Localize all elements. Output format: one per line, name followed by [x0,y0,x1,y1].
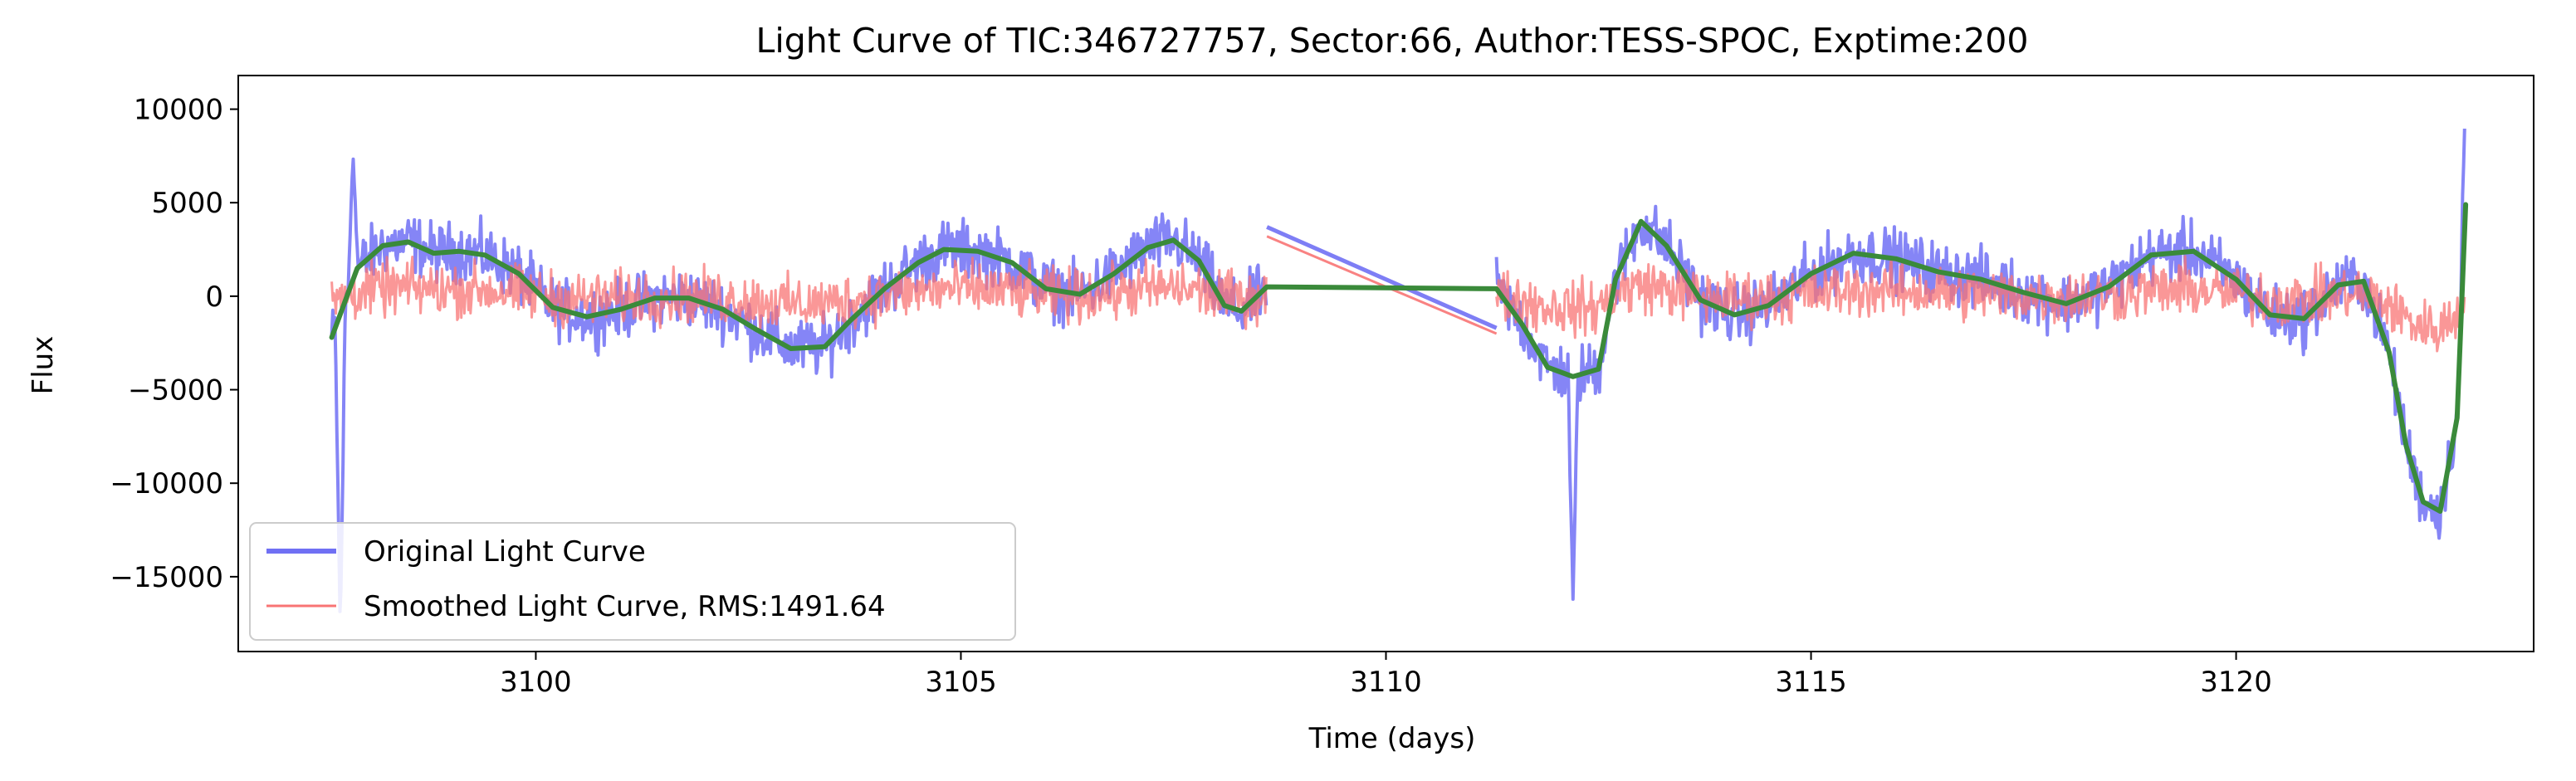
y-tick-label: −5000 [128,374,223,408]
legend-box [249,522,1016,641]
y-axis: −15000 −10000 −5000 0 5000 10000 [110,94,238,594]
x-axis-label: Time (days) [1308,722,1476,755]
smoothed-gap-connector [1266,235,1498,335]
legend: Original Light Curve Smoothed Light Curv… [249,522,1016,641]
x-tick-label: 3105 [925,666,997,699]
legend-label-original: Original Light Curve [364,535,646,569]
x-axis: 3100 3105 3110 3115 3120 [500,652,2272,699]
y-tick-label: 5000 [151,187,223,220]
y-tick-label: 10000 [134,94,223,127]
x-tick-label: 3100 [500,666,572,699]
y-axis-label: Flux [27,336,60,395]
plot-area: 3100 3105 3110 3115 3120 −15000 −10000 −5000 0 5… [110,75,2534,699]
series-original-line [330,128,2466,613]
series-trend-line [329,202,2469,514]
chart-title: Light Curve of TIC:346727757, Sector:66,… [756,21,2029,61]
y-tick-label: −15000 [110,561,223,594]
y-tick-label: 0 [205,281,223,314]
x-tick-label: 3120 [2200,666,2272,699]
y-tick-label: −10000 [110,467,223,500]
x-tick-label: 3110 [1350,666,1422,699]
original-gap-connector [1266,225,1498,330]
legend-label-smoothed: Smoothed Light Curve, RMS:1491.64 [364,590,886,623]
x-tick-label: 3115 [1775,666,1847,699]
